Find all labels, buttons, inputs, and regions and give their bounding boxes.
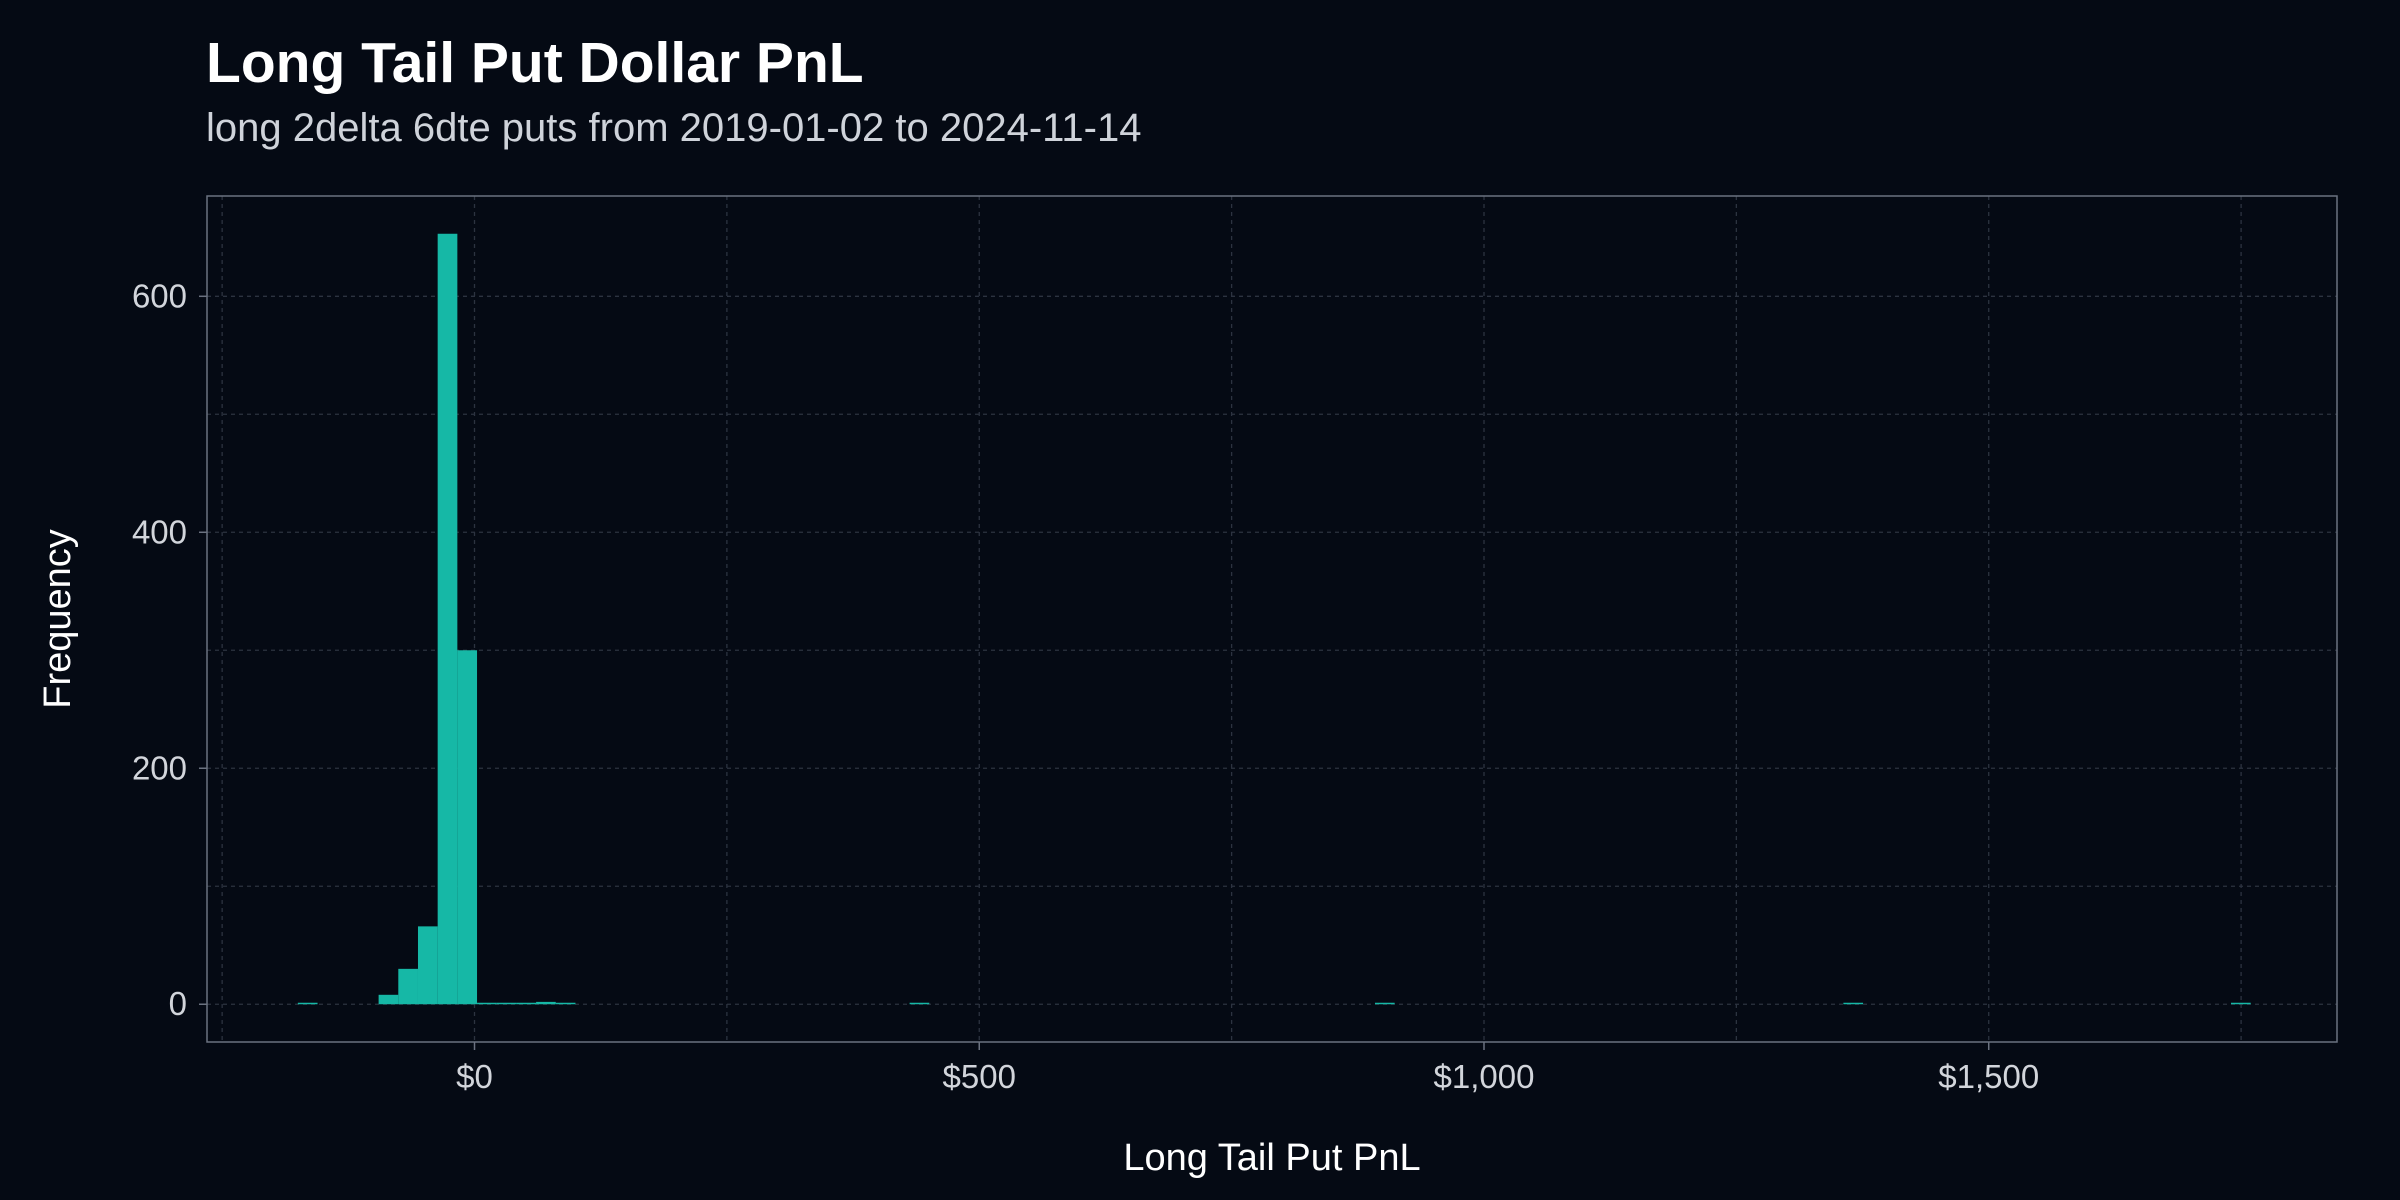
histogram-bar xyxy=(378,994,399,1005)
histogram-bar xyxy=(1843,1002,1864,1005)
chart-subtitle: long 2delta 6dte puts from 2019-01-02 to… xyxy=(206,106,1142,150)
histogram-bars xyxy=(297,233,2251,1005)
y-tick-label: 400 xyxy=(132,513,187,550)
x-tick-label: $1,000 xyxy=(1434,1058,1535,1095)
y-tick-label: 200 xyxy=(132,749,187,786)
histogram-bar xyxy=(457,650,478,1005)
grid-lines xyxy=(207,196,2337,1042)
chart-title: Long Tail Put Dollar PnL xyxy=(206,31,864,95)
y-axis-title: Frequency xyxy=(37,529,79,709)
histogram-bar xyxy=(536,1001,556,1005)
histogram-bar xyxy=(909,1002,930,1005)
x-tick-label: $0 xyxy=(456,1058,493,1095)
x-axis-ticks: $0 $500 $1,000 $1,500 xyxy=(456,1042,2039,1095)
histogram-bar xyxy=(496,1002,517,1005)
histogram-bar xyxy=(555,1002,576,1005)
histogram-bar xyxy=(417,926,438,1005)
histogram-bar xyxy=(297,1002,318,1005)
y-tick-label: 0 xyxy=(169,985,187,1022)
x-tick-label: $500 xyxy=(943,1058,1016,1095)
histogram-bar xyxy=(477,1002,497,1005)
x-tick-label: $1,500 xyxy=(1938,1058,2039,1095)
histogram-bar xyxy=(398,968,418,1005)
histogram-bar xyxy=(516,1002,537,1005)
x-axis-title: Long Tail Put PnL xyxy=(1123,1137,1420,1179)
histogram-bar xyxy=(2231,1002,2251,1005)
y-tick-label: 600 xyxy=(132,277,187,314)
histogram-bar xyxy=(1374,1002,1395,1005)
histogram-bar xyxy=(437,233,458,1005)
plot-border xyxy=(206,195,2338,1043)
y-axis-ticks: 0 200 400 600 xyxy=(132,277,207,1022)
